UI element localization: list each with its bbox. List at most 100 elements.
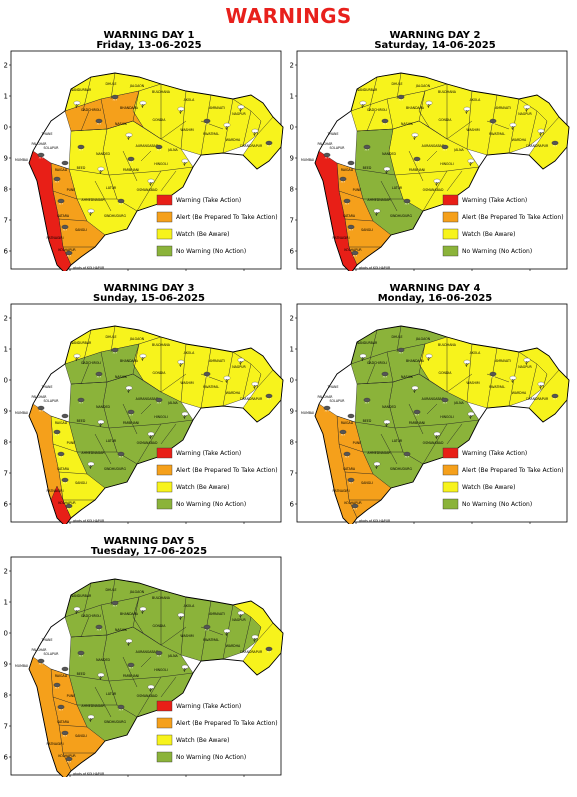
rain-cloud-icon: [95, 371, 103, 378]
district-label: LATUR: [106, 692, 117, 696]
rain-cloud-icon: [381, 371, 389, 378]
rain-cloud-icon: [347, 477, 355, 484]
legend-label: Alert (Be Prepared To Take Action): [462, 214, 564, 221]
y-tick-label: 19: [4, 154, 8, 162]
legend-label: No Warning (No Action): [176, 754, 246, 761]
y-tick-label: 20: [290, 376, 294, 384]
thunderstorm-icon: [509, 375, 517, 384]
y-tick-label: 22: [4, 567, 8, 575]
legend-swatch-watch: [156, 228, 173, 240]
district-label: PALGHAR: [318, 142, 334, 146]
district-label: AHMEDNAGAR: [367, 198, 391, 202]
district-label: AURANGABAD: [136, 144, 159, 148]
district-label: BULDHANA: [438, 343, 457, 347]
thunderstorm-icon: [139, 353, 147, 362]
district-label: WARDHA: [512, 391, 527, 395]
thunderstorm-icon: [97, 166, 105, 175]
district-label: PARBHANI: [123, 168, 139, 172]
district-label: AMRAVATI: [495, 359, 511, 363]
district-label: YAVATMAL: [489, 132, 505, 136]
rain-cloud-icon: [363, 144, 371, 151]
y-tick-label: 16: [290, 500, 295, 508]
rain-cloud-icon: [61, 477, 69, 484]
rain-cloud-icon: [61, 160, 69, 167]
y-tick-label: 18: [4, 691, 8, 699]
y-tick-label: 18: [4, 185, 8, 193]
district-label: CHANDRAPUR: [240, 144, 263, 148]
rain-cloud-icon: [117, 198, 125, 205]
rain-cloud-icon: [323, 152, 331, 159]
district-label: AMRAVATI: [209, 612, 225, 616]
district-label: SINDHUDURG: [390, 467, 413, 471]
y-tick-label: 20: [4, 629, 8, 637]
y-tick-label: 20: [290, 123, 294, 131]
district-label: JALGAON: [129, 84, 145, 88]
district-label: BEED: [363, 166, 372, 170]
rain-cloud-icon: [489, 371, 497, 378]
thunderstorm-icon: [433, 431, 441, 440]
legend-label: Warning (Take Action): [462, 197, 527, 204]
district-label: BULDHANA: [152, 596, 171, 600]
thunderstorm-icon: [125, 638, 133, 647]
district-label: SATARA: [57, 720, 70, 724]
panel-heading: WARNING DAY 5: [103, 536, 195, 547]
legend-swatch-watch: [442, 228, 459, 240]
district-label: AMRAVATI: [495, 106, 511, 110]
district-label: SATARA: [343, 467, 356, 471]
district-label: BEED: [77, 419, 86, 423]
rain-cloud-icon: [111, 94, 119, 101]
thunderstorm-icon: [425, 353, 433, 362]
district-label: RAIGAD: [341, 421, 354, 425]
district-label: NANDED: [96, 658, 110, 662]
district-label: NAGPUR: [518, 365, 532, 369]
district-label: SINDHUDURG: [104, 214, 127, 218]
district-label: PUNE: [353, 441, 362, 445]
district-label: DHULE: [106, 588, 117, 592]
district-label: BHANDARA: [120, 106, 139, 110]
district-label: SINDHUDURG: [390, 214, 413, 218]
rain-cloud-icon: [77, 650, 85, 657]
thunderstorm-icon: [223, 375, 231, 384]
legend-label: No Warning (No Action): [176, 248, 246, 255]
rain-cloud-icon: [53, 429, 61, 436]
city-label-mumbai: MUMBAI: [15, 664, 28, 668]
district-label: DHULE: [106, 335, 117, 339]
rain-cloud-icon: [265, 393, 273, 400]
legend-swatch-warning: [442, 194, 459, 206]
district-label: SANGLI: [361, 481, 373, 485]
thunderstorm-icon: [125, 385, 133, 394]
district-label: BULDHANA: [152, 90, 171, 94]
thunderstorm-icon: [97, 419, 105, 428]
district-label: GADCHIROLI: [81, 361, 101, 365]
y-tick-label: 18: [290, 438, 294, 446]
rain-cloud-icon: [127, 156, 135, 163]
district-label: RATNAGIRI: [46, 742, 63, 746]
y-tick-label: 17: [290, 469, 294, 477]
y-tick-label: 21: [4, 92, 8, 100]
district-label: YAVATMAL: [489, 385, 505, 389]
district-label: WASHIM: [180, 128, 194, 132]
legend-swatch-no-warning: [442, 498, 459, 510]
district-label: OSMANABAD: [137, 188, 158, 192]
legend-label: Watch (Be Aware): [176, 231, 229, 238]
district-label: YAVATMAL: [203, 132, 219, 136]
district-label: NAGPUR: [232, 365, 246, 369]
district-label: PARBHANI: [123, 674, 139, 678]
rain-cloud-icon: [53, 682, 61, 689]
district-label: JALGAON: [129, 337, 145, 341]
district-label: AKOLA: [184, 604, 195, 608]
maharashtra-map: 2221201918171674767880NANDURBARDHULEJALG…: [4, 50, 284, 271]
y-tick-label: 21: [290, 92, 294, 100]
thunderstorm-icon: [73, 100, 81, 109]
rain-cloud-icon: [363, 397, 371, 404]
rain-cloud-icon: [95, 624, 103, 631]
district-label: PALGHAR: [318, 395, 334, 399]
district-label: BEED: [363, 419, 372, 423]
page-title: WARNINGS: [225, 4, 352, 28]
district-label: NAGPUR: [518, 112, 532, 116]
thunderstorm-icon: [359, 353, 367, 362]
thunderstorm-icon: [251, 634, 259, 643]
thunderstorm-icon: [237, 104, 245, 113]
rain-cloud-icon: [347, 413, 355, 420]
